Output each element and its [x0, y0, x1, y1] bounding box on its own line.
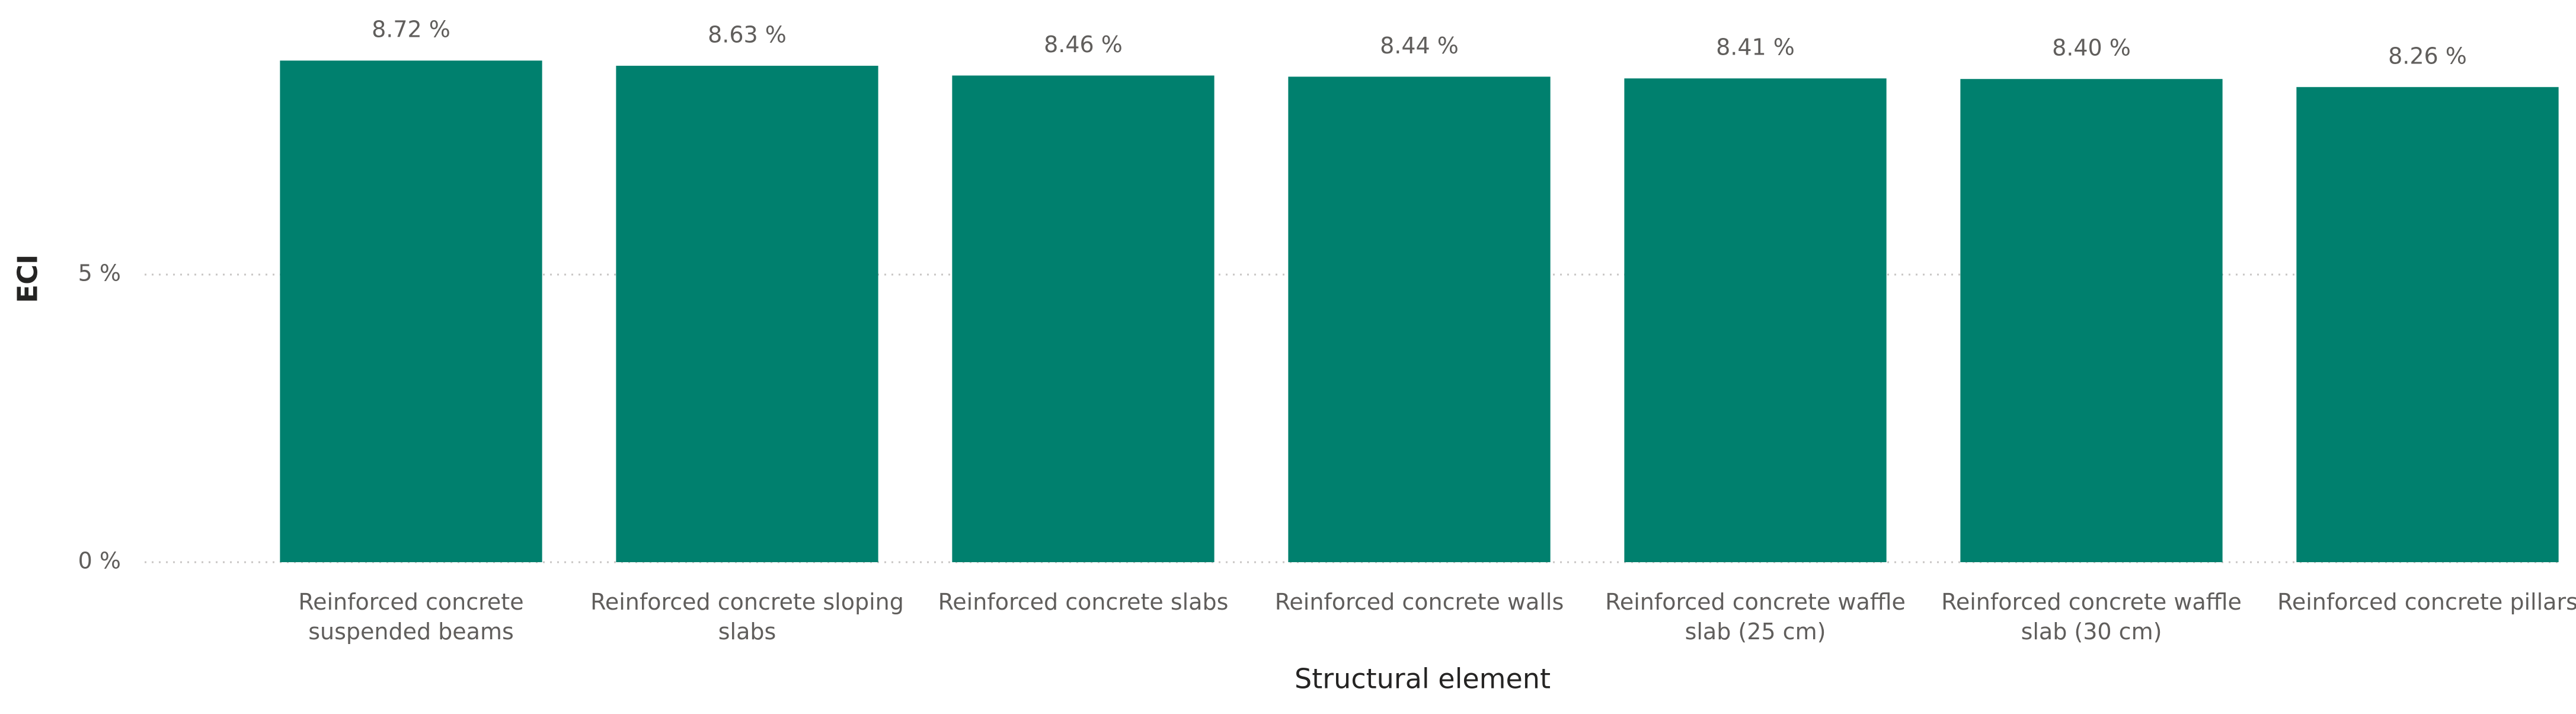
data-label: 8.46 %	[1044, 31, 1123, 58]
y-axis-title: ECI	[12, 254, 44, 303]
data-label: 8.41 %	[1716, 34, 1795, 60]
data-label: 8.44 %	[1380, 33, 1459, 59]
bar	[952, 75, 1215, 562]
x-tick-label: Reinforced concrete suspended beams	[298, 589, 524, 645]
bar	[2296, 87, 2559, 562]
data-label: 8.72 %	[372, 17, 450, 43]
x-tick-label: Reinforced concrete waffle slab (30 cm)	[1941, 589, 2242, 645]
x-tick-label: Reinforced concrete sloping slabs	[590, 589, 904, 645]
data-label: 8.40 %	[2052, 35, 2131, 61]
x-tick-label: Reinforced concrete pillars	[2277, 589, 2576, 615]
x-axis-title: Structural element	[1295, 663, 1551, 695]
x-tick-label: Reinforced concrete walls	[1274, 589, 1564, 615]
x-tick-label: Reinforced concrete waffle slab (25 cm)	[1605, 589, 1906, 645]
x-tick-label: Reinforced concrete slabs	[938, 589, 1229, 615]
y-tick-label: 0 %	[78, 548, 121, 574]
bar	[1624, 78, 1887, 563]
bar	[1288, 76, 1551, 562]
y-tick-label: 5 %	[78, 260, 121, 286]
data-label: 8.63 %	[708, 21, 787, 47]
bar	[616, 65, 878, 562]
data-label: 8.26 %	[2388, 43, 2467, 69]
bar	[1960, 79, 2223, 562]
bar	[280, 60, 542, 562]
